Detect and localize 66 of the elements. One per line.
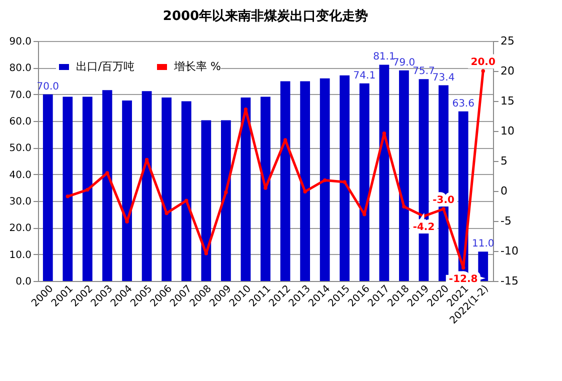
- bar: [122, 100, 132, 281]
- data-label: -12.8: [448, 274, 478, 285]
- data-label: 81.1: [373, 52, 396, 63]
- point: [402, 204, 406, 208]
- point: [264, 186, 268, 190]
- y2-tick-label: 15: [500, 94, 514, 108]
- legend-label: 增长率 %: [173, 60, 221, 73]
- y2-tick-label: 5: [500, 154, 508, 168]
- point: [342, 180, 346, 184]
- bar: [280, 81, 290, 281]
- data-label: 20.0: [470, 57, 496, 68]
- bar: [478, 252, 488, 281]
- y2-tick-label: 25: [500, 34, 514, 48]
- point: [184, 198, 188, 202]
- bar: [82, 96, 92, 281]
- point: [224, 190, 228, 194]
- y-tick-label: 0.0: [16, 276, 32, 288]
- legend-label: 出口/百万吨: [76, 60, 135, 73]
- bar: [42, 94, 53, 281]
- bar: [201, 120, 212, 281]
- point: [244, 108, 248, 112]
- point: [382, 132, 386, 136]
- y2-tick-label: 20: [500, 64, 514, 78]
- y-tick-label: 90.0: [9, 36, 32, 48]
- bar: [300, 81, 310, 281]
- y2-tick-label: -15: [500, 274, 518, 288]
- bar: [220, 120, 231, 281]
- data-label: 73.4: [432, 72, 455, 84]
- bar: [102, 90, 112, 281]
- bar: [379, 64, 390, 281]
- y2-tick-label: 0: [500, 184, 508, 198]
- data-label: 75.7: [412, 66, 435, 78]
- point: [362, 212, 366, 216]
- data-label: 63.6: [452, 98, 474, 110]
- bar: [320, 78, 330, 281]
- bar: [340, 75, 350, 281]
- bar: [260, 96, 270, 281]
- y-tick-label: 10.0: [9, 250, 32, 261]
- bar: [240, 98, 251, 281]
- data-label: 74.1: [353, 70, 376, 82]
- y-tick-label: 60.0: [9, 116, 32, 128]
- y2-tick-label: -5: [500, 214, 512, 228]
- bar: [359, 83, 370, 281]
- point: [322, 178, 327, 182]
- point: [481, 69, 485, 73]
- y-tick-label: 40.0: [9, 170, 32, 181]
- bar: [162, 98, 172, 281]
- point: [442, 207, 446, 211]
- bar: [142, 91, 152, 281]
- point: [86, 188, 90, 192]
- point: [204, 252, 208, 256]
- point: [303, 190, 307, 194]
- y-tick-label: 50.0: [9, 143, 32, 154]
- y-tick-label: 30.0: [9, 196, 32, 208]
- chart-title: 2000年以来南非煤炭出口变化走势: [162, 8, 368, 24]
- point: [461, 266, 466, 270]
- bar: [181, 101, 192, 281]
- bar: [399, 70, 409, 281]
- bar: [62, 96, 73, 281]
- data-label: 79.0: [392, 57, 416, 68]
- y-tick-label: 70.0: [9, 90, 32, 101]
- y-tick-label: 80.0: [9, 63, 32, 74]
- y2-tick-label: -10: [500, 244, 518, 258]
- y2-tick-label: 10: [500, 124, 514, 138]
- point: [66, 194, 70, 198]
- y-tick-label: 20.0: [9, 223, 32, 234]
